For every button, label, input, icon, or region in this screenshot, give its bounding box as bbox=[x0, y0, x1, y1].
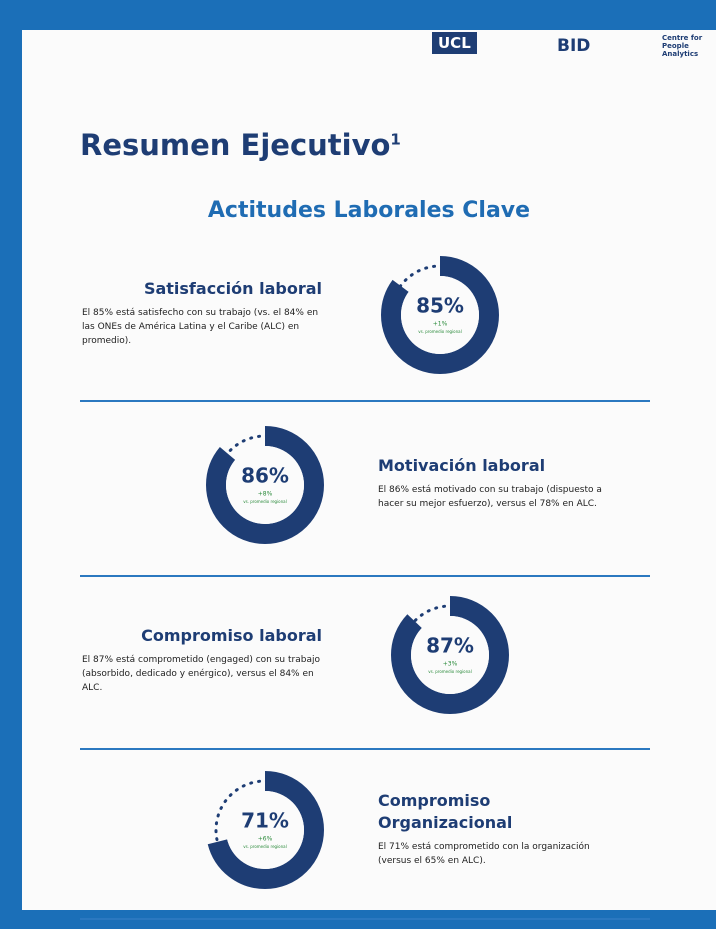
donut-delta: +1% bbox=[433, 321, 448, 328]
section-title: Motivación laboral bbox=[378, 456, 546, 475]
donut-hole bbox=[226, 791, 304, 869]
section-body: El 71% está comprometido con la organiza… bbox=[378, 842, 590, 866]
donut-hole bbox=[226, 446, 304, 524]
donut-arc bbox=[391, 596, 509, 714]
section-body: El 86% está motivado con su trabajo (dis… bbox=[378, 485, 602, 509]
donut-label: 87% bbox=[426, 634, 474, 658]
donut-note: vs. promedio regional bbox=[243, 499, 286, 504]
document-page: UCL BID Centre for People Analytics Resu… bbox=[22, 30, 716, 920]
logo: Centre for People Analytics bbox=[662, 34, 703, 58]
separator bbox=[80, 400, 650, 402]
title-note: 1 bbox=[390, 130, 401, 149]
section-text: Compromiso Organizacional El 71% está com… bbox=[378, 790, 608, 868]
title-text: Resumen Ejecutivo bbox=[80, 128, 391, 162]
subtitle: Actitudes Laborales Clave bbox=[207, 198, 531, 223]
donut-arc bbox=[381, 256, 499, 374]
section-title: Compromiso laboral bbox=[141, 626, 322, 645]
donut-delta: +8% bbox=[258, 491, 273, 498]
section-body: El 87% está comprometido (engaged) con s… bbox=[82, 655, 320, 693]
donut-label: 85% bbox=[416, 294, 464, 318]
section-title: Satisfacción laboral bbox=[143, 279, 322, 298]
section-text: Compromiso laboral El 87% está comprometi… bbox=[82, 625, 322, 695]
section-text: Satisfacción laboral El 85% está satisfec… bbox=[82, 278, 322, 348]
donut-hole bbox=[411, 616, 489, 694]
section-text: Motivación laboral El 86% está motivado c… bbox=[378, 455, 628, 511]
separator bbox=[80, 575, 650, 577]
logo: UCL bbox=[432, 32, 477, 54]
donut-note: vs. promedio regional bbox=[418, 329, 461, 334]
logo: BID bbox=[557, 36, 591, 56]
donut-arc bbox=[206, 426, 324, 544]
donut-arc bbox=[206, 771, 324, 889]
donut-note: vs. promedio regional bbox=[243, 844, 286, 849]
donut-label: 71% bbox=[241, 809, 289, 833]
donut-hole bbox=[401, 276, 479, 354]
donut-label: 86% bbox=[241, 464, 289, 488]
title: Resumen Ejecutivo1 bbox=[80, 128, 401, 162]
donut-note: vs. promedio regional bbox=[428, 669, 471, 674]
donut-delta: +6% bbox=[258, 836, 273, 843]
separator bbox=[80, 748, 650, 750]
separator bbox=[80, 918, 650, 920]
section-title: Compromiso Organizacional bbox=[378, 791, 513, 832]
donut-delta: +3% bbox=[443, 661, 458, 668]
section-body: El 85% está satisfecho con su trabajo (v… bbox=[82, 308, 319, 346]
